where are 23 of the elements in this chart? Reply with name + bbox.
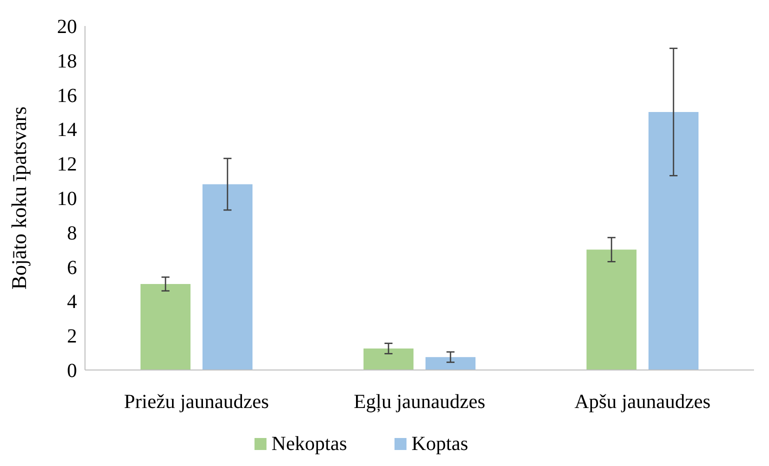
y-tick-label: 20 [57,16,77,38]
y-tick-label: 18 [57,50,77,72]
y-tick-label: 10 [57,188,77,210]
bar [140,284,190,370]
y-tick-label: 14 [57,119,77,142]
legend-label: Nekoptas [272,433,348,455]
x-tick-label: Egļu jaunaudzes [354,391,486,413]
y-tick-label: 2 [67,326,77,348]
y-axis-title: Bojāto koku īpatsvars [7,106,31,290]
y-tick-label: 8 [67,222,77,244]
y-tick-label: 16 [57,84,77,107]
y-tick-label: 6 [67,256,77,279]
bar [648,112,698,370]
bar [364,348,414,370]
y-tick-label: 12 [57,154,77,176]
y-tick-label: 0 [67,360,77,382]
y-tick-label: 4 [67,291,77,314]
legend-label: Koptas [412,433,468,455]
bar [426,357,476,370]
x-tick-label: Apšu jaunaudzes [574,391,711,413]
bar [202,184,252,370]
bar [586,250,636,370]
x-tick-label: Priežu jaunaudzes [124,391,270,413]
